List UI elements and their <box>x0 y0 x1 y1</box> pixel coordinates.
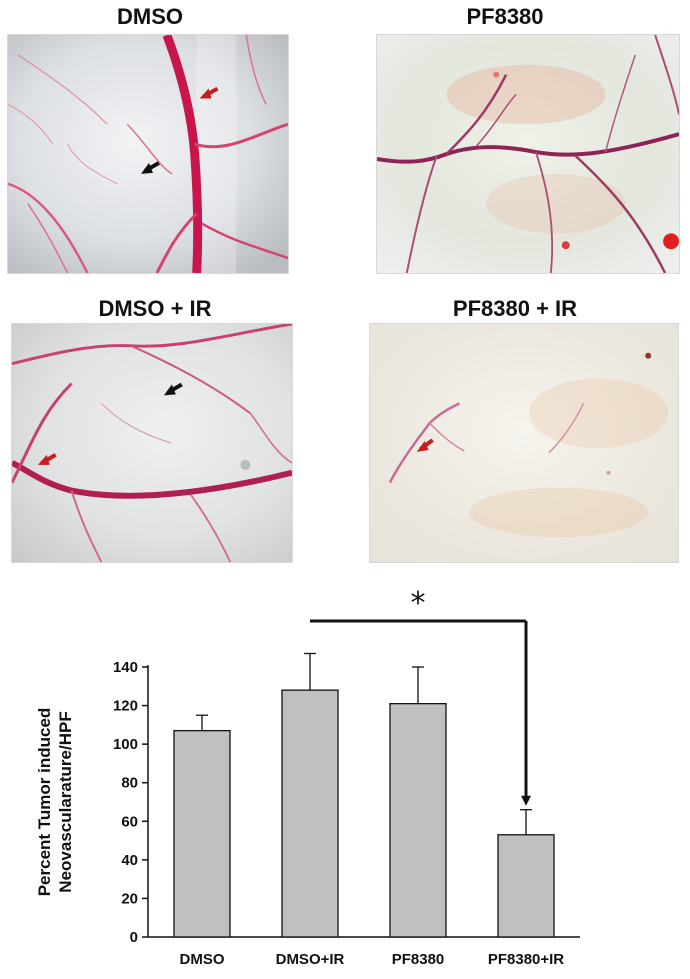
panel-title-pf8380: PF8380 <box>466 4 544 29</box>
category-label-pf8380: PF8380 <box>392 951 445 968</box>
bar-dmso-ir <box>281 689 339 938</box>
bar-pf8380-ir <box>497 834 555 938</box>
significance-star: * <box>411 586 426 621</box>
category-label-dmso-ir: DMSO+IR <box>276 951 345 968</box>
photo-dmso-ir <box>11 323 293 563</box>
y-axis-label-line-1: Percent Tumor induced <box>35 708 54 897</box>
y-tick-label-80: 80 <box>121 775 138 792</box>
y-tick-label-40: 40 <box>121 852 138 869</box>
panel-title-dmso: DMSO <box>117 4 183 29</box>
photo-dmso <box>7 34 289 274</box>
category-label-pf8380-ir: PF8380+IR <box>488 951 564 968</box>
y-tick-label-140: 140 <box>113 659 138 676</box>
y-tick-label-0: 0 <box>130 929 138 946</box>
panel-title-dmso-ir: DMSO + IR <box>98 296 212 321</box>
bar-dmso <box>173 729 231 938</box>
y-tick-label-60: 60 <box>121 813 138 830</box>
bar-chart: 0 20 40 60 80 100 120 140 DMSO DMSO+IR PF8380 PF838… <box>35 586 580 968</box>
y-tick-label-20: 20 <box>121 890 138 907</box>
photo-pf8380 <box>376 34 680 274</box>
category-label-dmso: DMSO <box>180 951 225 968</box>
bar-pf8380 <box>389 702 447 938</box>
significance-arrowhead <box>521 795 531 806</box>
y-axis-label-line-2: Neovascularature/HPF <box>56 711 75 892</box>
y-tick-label-100: 100 <box>113 736 138 753</box>
y-tick-label-120: 120 <box>113 698 138 715</box>
panel-title-pf8380-ir: PF8380 + IR <box>452 296 578 321</box>
photo-pf8380-ir <box>369 323 679 563</box>
